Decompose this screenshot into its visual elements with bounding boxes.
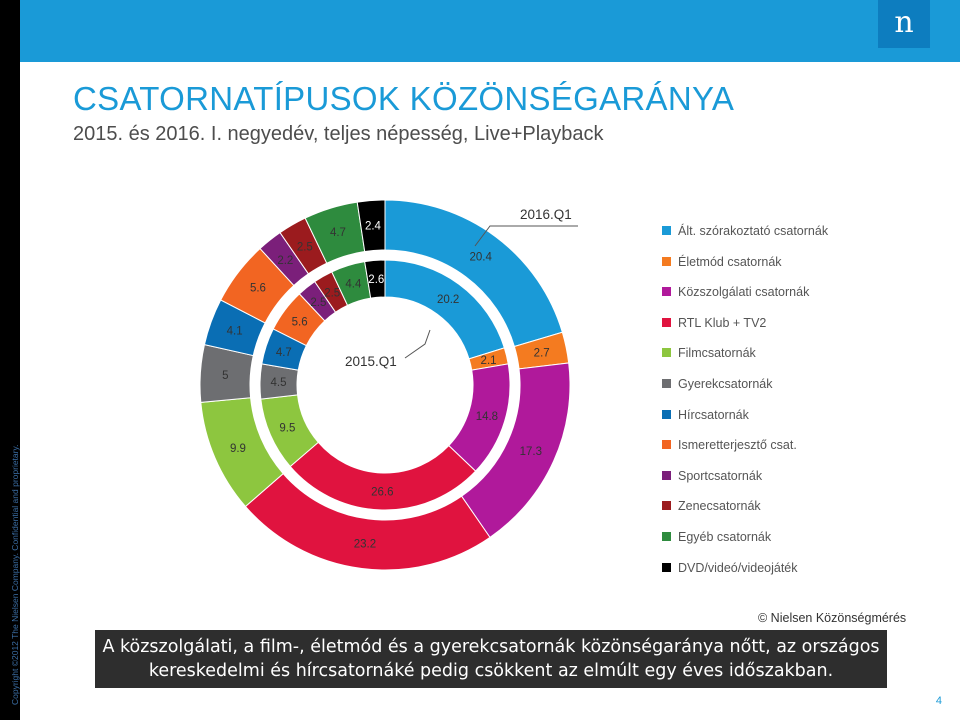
left-side-strip [0, 0, 20, 720]
legend-item: Gyerekcsatornák [662, 375, 882, 393]
data-label-outer-5: 5 [222, 370, 228, 382]
data-label-inner-9: 2.5 [324, 287, 340, 299]
data-label-outer-8: 2.2 [277, 255, 293, 267]
legend-label: Ismeretterjesztő csat. [678, 438, 797, 453]
legend-swatch [662, 348, 671, 358]
legend-label: RTL Klub + TV2 [678, 315, 767, 330]
legend-swatch [662, 226, 671, 235]
data-label-inner-10: 4.4 [345, 278, 362, 290]
legend-swatch [662, 256, 671, 266]
legend-swatch [662, 440, 671, 450]
legend-swatch [662, 562, 671, 572]
data-label-inner-11: 2.6 [368, 274, 384, 286]
legend-swatch [662, 379, 671, 388]
data-label-inner-0: 20.2 [437, 294, 459, 306]
leader-line-2015 [404, 329, 431, 359]
data-label-inner-5: 4.5 [271, 377, 287, 389]
data-label-outer-1: 2.7 [534, 348, 550, 360]
source-note: © Nielsen Közönségmérés [758, 611, 907, 625]
legend-label: Ált. szórakoztató csatornák [678, 224, 829, 238]
data-label-outer-9: 2.5 [297, 242, 313, 254]
legend-label: Közszolgálati csatornák [678, 285, 810, 300]
legend-item: RTL Klub + TV2 [662, 314, 882, 332]
legend-item: Sportcsatornák [662, 467, 882, 485]
legend-label: DVD/videó/videojáték [678, 560, 798, 575]
legend-item: Filmcsatornák [662, 344, 882, 362]
data-label-outer-4: 9.9 [230, 443, 246, 455]
data-label-inner-3: 26.6 [371, 486, 393, 498]
legend-item: Ismeretterjesztő csat. [662, 436, 882, 454]
series-label-2016: 2016.Q1 [520, 207, 572, 222]
data-label-outer-10: 4.7 [330, 227, 346, 239]
slice-inner-11 [364, 259, 386, 299]
data-label-outer-0: 20.4 [469, 252, 492, 264]
page-subtitle: 2015. és 2016. I. negyedév, teljes népes… [73, 123, 604, 145]
legend-swatch [662, 317, 671, 327]
legend-item: Közszolgálati csatornák [662, 283, 882, 301]
data-label-inner-6: 4.7 [276, 347, 292, 359]
leader-line-2016 [474, 225, 578, 247]
data-label-outer-6: 4.1 [227, 325, 243, 337]
legend-item: DVD/videó/videojáték [662, 559, 882, 577]
legend-label: Gyerekcsatornák [678, 377, 773, 391]
legend-item: Életmód csatornák [662, 253, 882, 271]
data-label-outer-2: 17.3 [520, 446, 542, 458]
data-label-inner-1: 2.1 [481, 355, 497, 367]
slice-outer-11 [356, 199, 386, 253]
footer-summary: A közszolgálati, a film-, életmód és a g… [95, 630, 887, 688]
data-label-inner-2: 14.8 [476, 411, 498, 423]
legend-item: Ált. szórakoztató csatornák [662, 222, 882, 240]
legend-item: Zenecsatornák [662, 497, 882, 515]
header-bar: n [20, 0, 960, 62]
legend-label: Filmcsatornák [678, 346, 756, 361]
legend-label: Zenecsatornák [678, 499, 761, 514]
data-label-outer-3: 23.2 [354, 539, 376, 551]
data-label-outer-11: 2.4 [365, 220, 382, 232]
legend-label: Egyéb csatornák [678, 530, 772, 544]
legend-item: Hírcsatornák [662, 406, 882, 424]
page-title: CSATORNATÍPUSOK KÖZÖNSÉGARÁNYA [73, 80, 735, 117]
legend-swatch [662, 409, 671, 419]
legend-label: Hírcsatornák [678, 407, 749, 422]
legend-swatch [662, 470, 671, 480]
legend-label: Életmód csatornák [678, 254, 782, 269]
legend-swatch [662, 287, 671, 297]
legend-swatch [662, 532, 671, 541]
page-number: 4 [935, 695, 942, 707]
legend-item: Egyéb csatornák [662, 528, 882, 546]
legend-label: Sportcsatornák [678, 468, 763, 483]
nielsen-logo: n [878, 0, 930, 48]
data-label-inner-7: 5.6 [292, 316, 308, 328]
data-label-inner-8: 2.5 [310, 297, 326, 309]
series-label-2015: 2015.Q1 [345, 354, 397, 369]
data-label-outer-7: 5.6 [250, 283, 266, 295]
data-label-inner-4: 9.5 [279, 423, 295, 435]
legend-swatch [662, 501, 671, 511]
slice-inner-3 [289, 441, 477, 511]
